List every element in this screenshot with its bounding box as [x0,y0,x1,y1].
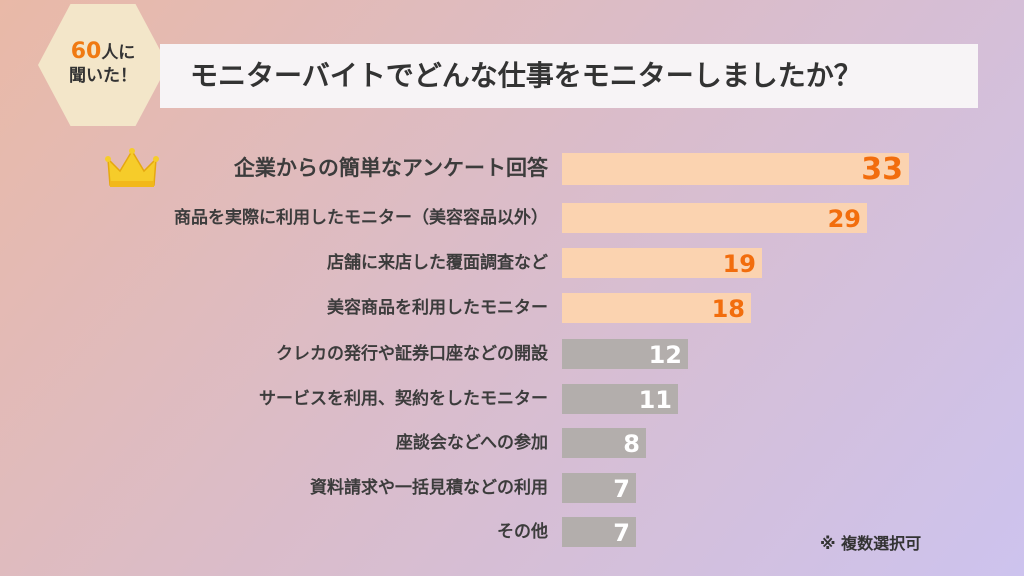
bar: 33 [562,152,909,187]
category-label: クレカの発行や証券口座などの開設 [276,344,548,364]
badge-line1: 60人に [38,38,168,66]
crown-icon [105,148,159,187]
bar-value-label: 18 [711,295,745,323]
category-label: 店舗に来店した覆面調査など [327,253,548,273]
bar-value-label: 12 [648,341,682,369]
badge-hexagon [38,4,168,126]
category-label: その他 [497,522,548,542]
badge-line2: 聞いた！ [69,65,137,86]
category-label: 美容商品を利用したモニター [327,298,548,318]
category-label: 座談会などへの参加 [395,433,548,453]
badge-line1-suffix: 人に [101,43,136,63]
category-label: サービスを利用、契約をしたモニター [259,389,548,409]
bar: 8 [562,428,646,458]
badge: 60人に 聞いた！ [38,38,168,87]
bar-value-label: 19 [722,250,756,278]
bar-value-label: 8 [623,430,640,458]
bar: 11 [562,384,678,414]
bar-value-label: 29 [827,205,861,233]
bar: 18 [562,293,751,323]
bar: 19 [562,248,762,278]
badge-count: 60 [70,39,102,64]
bar: 12 [562,339,688,369]
bar: 7 [562,517,636,547]
category-label: 商品を実際に利用したモニター（美容容品以外） [174,208,548,228]
bar: 7 [562,473,636,503]
chart-title: モニターバイトでどんな仕事をモニターしましたか？ [190,59,862,92]
title-banner [160,44,978,108]
bar-value-label: 7 [613,475,630,503]
category-label: 企業からの簡単なアンケート回答 [233,156,548,180]
bar-value-label: 11 [638,386,672,414]
bar-value-label: 7 [613,519,630,547]
bar: 29 [562,203,867,233]
footnote: ※ 複数選択可 [820,534,922,553]
category-label: 資料請求や一括見積などの利用 [310,478,548,498]
bar-value-label: 33 [861,152,903,187]
